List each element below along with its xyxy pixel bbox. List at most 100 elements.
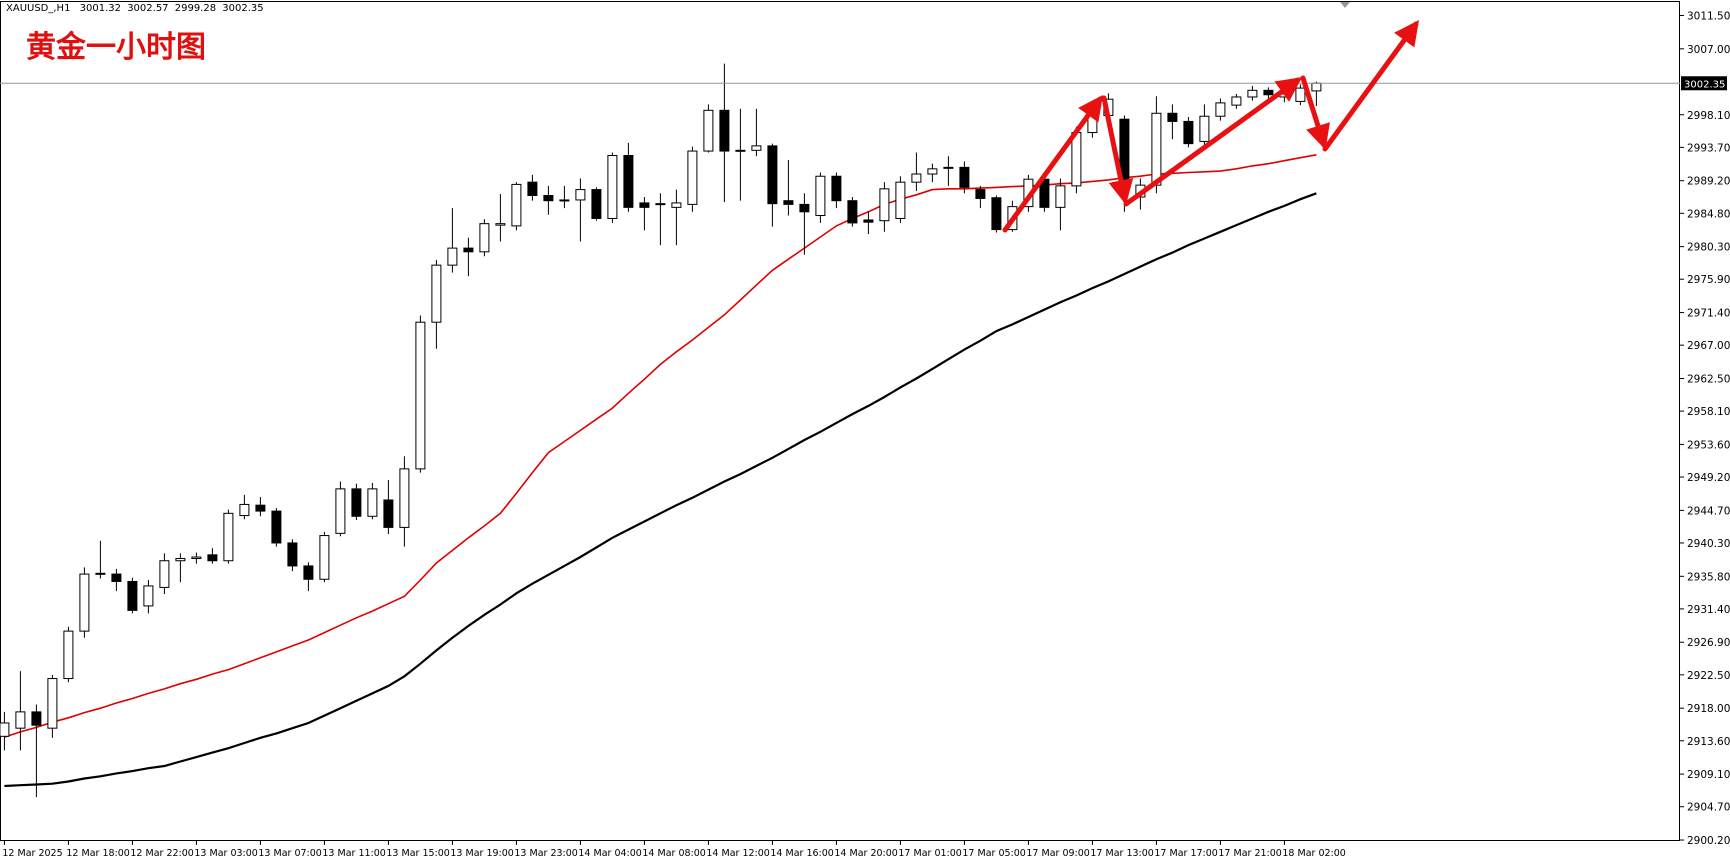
candle-body bbox=[991, 197, 1002, 231]
arrow bbox=[1002, 94, 1103, 233]
candle-body bbox=[719, 109, 730, 152]
candle-body bbox=[303, 565, 314, 580]
y-tick-label: 2993.70 bbox=[1687, 142, 1730, 154]
header-high: 3002.57 bbox=[127, 3, 168, 14]
x-tick-label: 13 Mar 11:00 bbox=[322, 848, 385, 859]
y-tick-label: 2935.80 bbox=[1687, 571, 1730, 583]
x-tick-label: 13 Mar 15:00 bbox=[386, 848, 449, 859]
y-tick-label: 2998.10 bbox=[1687, 110, 1730, 122]
candle-body bbox=[1215, 102, 1226, 117]
candle-body bbox=[287, 542, 298, 567]
candle-body bbox=[671, 202, 682, 208]
candle-body bbox=[527, 181, 538, 197]
candle-body bbox=[511, 183, 522, 227]
arrow bbox=[1101, 95, 1134, 205]
candle-body bbox=[463, 247, 474, 253]
candle-body bbox=[319, 535, 330, 580]
candle-body bbox=[15, 711, 26, 729]
candle-body bbox=[159, 560, 170, 588]
arrow bbox=[1123, 77, 1303, 207]
candle-body bbox=[79, 573, 90, 632]
candle-body bbox=[1183, 120, 1194, 145]
x-tick-label: 18 Mar 02:00 bbox=[1282, 848, 1345, 859]
x-tick-label: 14 Mar 08:00 bbox=[642, 848, 705, 859]
y-tick-label: 2980.30 bbox=[1687, 242, 1730, 254]
candle-body bbox=[815, 175, 826, 217]
y-tick-label: 2918.00 bbox=[1687, 703, 1730, 715]
candle-body bbox=[975, 189, 986, 199]
candle-body bbox=[191, 556, 202, 560]
candle-body bbox=[559, 199, 570, 202]
candle-body bbox=[479, 223, 490, 253]
y-tick-label: 2962.50 bbox=[1687, 373, 1730, 385]
candle-body bbox=[783, 200, 794, 205]
candle-body bbox=[591, 189, 602, 219]
candle-body bbox=[415, 321, 426, 470]
y-tick-label: 2967.00 bbox=[1687, 340, 1730, 352]
candle-body bbox=[351, 488, 362, 517]
y-tick-label: 2909.10 bbox=[1687, 769, 1730, 781]
candle-body bbox=[847, 200, 858, 224]
candle-body bbox=[1311, 82, 1322, 92]
candle-body bbox=[1247, 89, 1258, 98]
x-tick-label: 17 Mar 01:00 bbox=[898, 848, 961, 859]
y-tick-label: 2984.80 bbox=[1687, 208, 1730, 220]
candle-body bbox=[575, 189, 586, 201]
x-tick-label: 17 Mar 09:00 bbox=[1026, 848, 1089, 859]
candle-body bbox=[239, 503, 250, 517]
candle-body bbox=[879, 188, 890, 222]
x-tick-label: 13 Mar 07:00 bbox=[258, 848, 321, 859]
arrow bbox=[1322, 19, 1419, 152]
candle-body bbox=[143, 585, 154, 607]
candle-body bbox=[447, 247, 458, 266]
candle-body bbox=[271, 510, 282, 544]
y-tick-label: 2931.40 bbox=[1687, 604, 1730, 616]
x-tick-label: 17 Mar 13:00 bbox=[1090, 848, 1153, 859]
header-close: 3002.35 bbox=[222, 3, 263, 14]
x-tick-label: 12 Mar 22:00 bbox=[130, 848, 193, 859]
x-tick-label: 17 Mar 05:00 bbox=[962, 848, 1025, 859]
current-price-box bbox=[1681, 76, 1727, 91]
candle-body bbox=[223, 512, 234, 562]
candle-body bbox=[687, 150, 698, 205]
candle-body bbox=[31, 711, 42, 726]
moving-average-line bbox=[4, 154, 1317, 738]
candle-body bbox=[1167, 112, 1178, 122]
y-tick-label: 2971.40 bbox=[1687, 308, 1730, 320]
candle-body bbox=[255, 504, 266, 512]
y-tick-label: 2944.70 bbox=[1687, 505, 1730, 517]
x-tick-label: 12 Mar 2025 bbox=[2, 848, 62, 859]
arrow bbox=[1300, 75, 1330, 150]
header-low: 2999.28 bbox=[175, 3, 216, 14]
candle-body bbox=[127, 580, 138, 611]
symbol: XAUUSD_,H1 bbox=[6, 3, 70, 14]
candle-body bbox=[207, 554, 218, 562]
y-tick-label: 2989.20 bbox=[1687, 176, 1730, 188]
y-tick-label: 2926.90 bbox=[1687, 637, 1730, 649]
candle-body bbox=[111, 573, 122, 582]
candle-body bbox=[927, 168, 938, 175]
y-tick-label: 2949.20 bbox=[1687, 472, 1730, 484]
y-tick-label: 2922.50 bbox=[1687, 670, 1730, 682]
candle-body bbox=[735, 149, 746, 152]
y-tick-label: 2904.70 bbox=[1687, 802, 1730, 814]
candle-body bbox=[863, 219, 874, 223]
x-tick-label: 17 Mar 17:00 bbox=[1154, 848, 1217, 859]
candle-body bbox=[799, 203, 810, 213]
moving-average-line bbox=[4, 192, 1317, 788]
candle-body bbox=[911, 173, 922, 183]
candle-body bbox=[543, 195, 554, 202]
candle-body bbox=[655, 203, 666, 206]
candle-body bbox=[335, 488, 346, 534]
candle-body bbox=[495, 223, 506, 226]
candle-body bbox=[1231, 96, 1242, 106]
candle-body bbox=[895, 181, 906, 219]
y-tick-label: 3007.00 bbox=[1687, 44, 1730, 56]
y-tick-label: 3011.50 bbox=[1687, 10, 1730, 22]
candle-body bbox=[95, 572, 106, 575]
candle-body bbox=[703, 109, 714, 152]
candle-body bbox=[1263, 89, 1274, 96]
header-open: 3001.32 bbox=[80, 3, 121, 14]
candle-body bbox=[1071, 132, 1082, 187]
